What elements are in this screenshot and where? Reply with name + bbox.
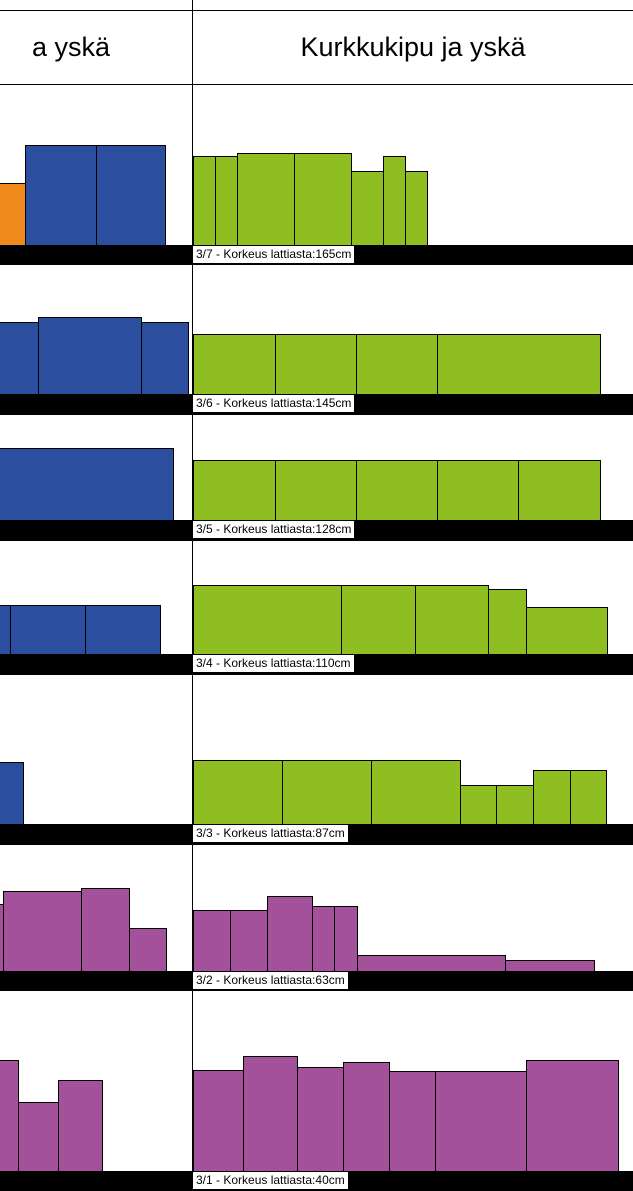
shelf-label: 3/2 - Korkeus lattiasta:63cm: [193, 972, 348, 989]
product-facing: [193, 585, 342, 655]
shelf-divider: [0, 540, 633, 541]
product-facing: [0, 322, 39, 395]
product-facing: [488, 589, 527, 655]
shelf-divider: [0, 844, 633, 845]
product-facing: [415, 585, 489, 655]
product-facing: [526, 1060, 619, 1172]
product-facing: [526, 607, 608, 655]
product-facing: [0, 448, 174, 521]
product-facing: [356, 460, 438, 521]
product-facing: [10, 605, 86, 655]
product-facing: [389, 1071, 436, 1172]
product-facing: [243, 1056, 298, 1172]
product-facing: [0, 1060, 19, 1172]
product-facing: [85, 605, 161, 655]
product-facing: [312, 906, 335, 972]
product-facing: [570, 770, 607, 825]
product-facing: [96, 145, 166, 246]
product-facing: [343, 1062, 390, 1172]
product-facing: [267, 896, 313, 972]
product-facing: [437, 334, 601, 395]
product-facing: [0, 762, 24, 825]
product-facing: [230, 910, 268, 972]
product-facing: [81, 888, 130, 972]
shelf-divider: [0, 414, 633, 415]
shelf-label: 3/1 - Korkeus lattiasta:40cm: [193, 1172, 348, 1189]
product-facing: [437, 460, 519, 521]
product-facing: [193, 156, 216, 246]
shelf-label: 3/4 - Korkeus lattiasta:110cm: [193, 655, 354, 672]
product-facing: [275, 334, 357, 395]
product-facing: [215, 156, 238, 246]
product-facing: [237, 153, 295, 246]
shelf-label: 3/3 - Korkeus lattiasta:87cm: [193, 825, 348, 842]
column-divider: [192, 0, 193, 1191]
product-facing: [341, 585, 416, 655]
product-facing: [0, 183, 26, 246]
product-facing: [356, 334, 438, 395]
product-facing: [193, 760, 283, 825]
product-facing: [334, 906, 358, 972]
product-facing: [275, 460, 357, 521]
product-facing: [533, 770, 571, 825]
product-facing: [193, 334, 276, 395]
shelf-divider: [0, 674, 633, 675]
product-facing: [357, 955, 506, 972]
shelf-label: 3/5 - Korkeus lattiasta:128cm: [193, 521, 355, 538]
product-facing: [58, 1080, 103, 1172]
product-facing: [18, 1102, 59, 1172]
product-facing: [294, 153, 352, 246]
product-facing: [282, 760, 372, 825]
product-facing: [38, 317, 142, 395]
product-facing: [3, 891, 82, 972]
product-facing: [518, 460, 601, 521]
product-facing: [141, 322, 189, 395]
product-facing: [351, 171, 384, 246]
column-title-left: a yskä: [31, 32, 110, 62]
product-facing: [435, 1071, 527, 1172]
product-facing: [383, 156, 406, 246]
top-border: [0, 10, 633, 11]
header-divider: [0, 84, 633, 85]
product-facing: [460, 785, 497, 825]
product-facing: [193, 460, 276, 521]
product-facing: [496, 785, 534, 825]
product-facing: [371, 760, 461, 825]
product-facing: [193, 1070, 244, 1172]
product-facing: [297, 1067, 344, 1172]
product-facing: [25, 145, 97, 246]
shelf-label: 3/7 - Korkeus lattiasta:165cm: [193, 246, 355, 263]
column-title-right: Kurkkukipu ja yskä: [300, 32, 526, 62]
product-facing: [405, 171, 428, 246]
product-facing: [129, 928, 167, 972]
product-facing: [193, 910, 231, 972]
shelf-label: 3/6 - Korkeus lattiasta:145cm: [193, 395, 355, 412]
